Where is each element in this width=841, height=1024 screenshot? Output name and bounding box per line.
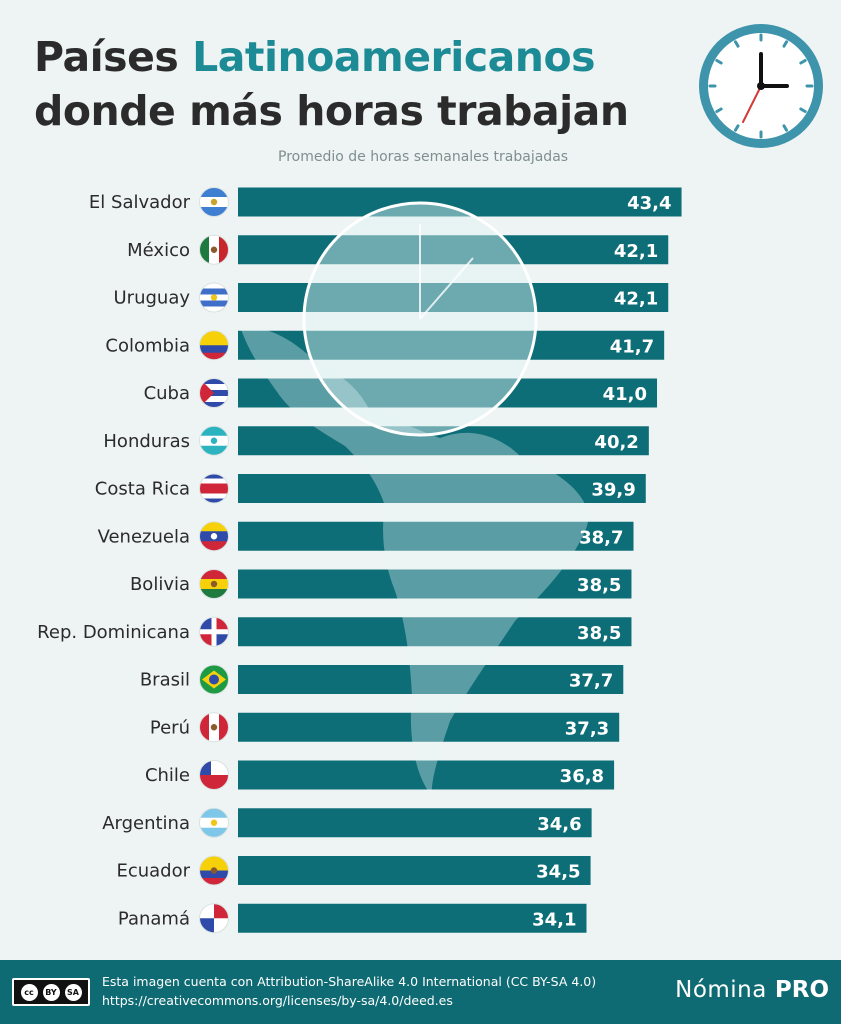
chart-subtitle: Promedio de horas semanales trabajadas	[278, 149, 569, 165]
value-label: 37,7	[569, 671, 613, 692]
value-label: 34,5	[536, 862, 580, 883]
flag-cuba-icon	[199, 378, 229, 408]
map-silhouette-decoration	[240, 326, 589, 796]
category-label: Bolivia	[130, 574, 190, 595]
value-label: 42,1	[614, 241, 658, 262]
category-label: Rep. Dominicana	[37, 622, 190, 643]
brand-part1: Nómina	[675, 977, 767, 1003]
brand-part2: PRO	[774, 977, 829, 1003]
flag-mexico-icon	[199, 234, 229, 265]
flag-ecuador-icon	[199, 855, 229, 886]
category-label: Cuba	[144, 383, 190, 404]
value-label: 40,2	[594, 432, 638, 453]
value-label: 38,5	[577, 575, 621, 596]
bar	[238, 712, 620, 742]
bar	[238, 569, 632, 599]
category-label: Perú	[150, 717, 190, 738]
flag-honduras-icon	[199, 425, 229, 456]
flag-panama-icon	[199, 903, 229, 934]
brand-logo: Nómina PRO	[675, 977, 829, 1003]
category-label: Chile	[145, 765, 190, 786]
value-label: 37,3	[565, 718, 609, 739]
cc-sa-icon: SA	[64, 983, 82, 1001]
bar	[238, 378, 658, 408]
bar	[238, 521, 634, 551]
license-link[interactable]: https://creativecommons.org/licenses/by-…	[102, 993, 453, 1008]
background-decoration	[240, 201, 589, 796]
cc-by-icon: BY	[42, 983, 60, 1001]
bar	[238, 235, 669, 265]
bar	[238, 474, 646, 503]
category-label: Colombia	[105, 335, 190, 356]
value-label: 41,0	[603, 384, 647, 405]
bar-chart: El Salvador 43,4 México 42,1 Uruguay 42,1 Colo…	[37, 187, 682, 934]
category-label: Venezuela	[98, 526, 190, 547]
page-title: Países Latinoamericanos donde más horas t…	[34, 30, 629, 138]
value-label: 34,6	[537, 814, 581, 835]
footer: cc BY SA Esta imagen cuenta con Attribut…	[0, 960, 841, 1024]
title-line2: donde más horas trabajan	[34, 87, 629, 135]
clock-icon	[699, 24, 823, 148]
title-line1-plain: Países	[34, 33, 193, 81]
value-label: 36,8	[560, 766, 604, 787]
category-label: Brasil	[140, 670, 190, 691]
category-label: Ecuador	[116, 861, 190, 882]
bar	[238, 426, 649, 456]
flag-brazil-icon	[199, 664, 229, 695]
value-label: 42,1	[614, 289, 658, 310]
bar	[238, 187, 682, 217]
bar	[238, 760, 615, 790]
license-text: Esta imagen cuenta con Attribution-Share…	[102, 974, 597, 989]
value-label: 41,7	[610, 336, 654, 357]
value-label: 38,5	[577, 623, 621, 644]
bar	[238, 808, 592, 838]
flag-dominican-republic-icon	[199, 616, 229, 647]
category-label: Argentina	[102, 813, 190, 834]
flag-argentina-icon	[199, 807, 229, 838]
value-label: 43,4	[627, 193, 671, 214]
flag-el-salvador-icon	[199, 187, 229, 217]
bar	[238, 903, 587, 933]
category-label: Uruguay	[114, 288, 191, 309]
flag-costa-rica-icon	[199, 473, 229, 504]
cc-license-badge[interactable]: cc BY SA	[12, 978, 90, 1006]
cc-icon: cc	[20, 983, 38, 1001]
category-label: El Salvador	[89, 192, 191, 213]
flag-uruguay-icon	[199, 282, 229, 313]
flag-colombia-icon	[199, 330, 229, 361]
value-label: 38,7	[579, 527, 623, 548]
category-label: Panamá	[118, 908, 190, 929]
category-label: México	[127, 240, 190, 261]
category-label: Costa Rica	[95, 479, 190, 500]
value-label: 39,9	[591, 480, 635, 501]
bar	[238, 665, 624, 694]
flag-peru-icon	[199, 712, 229, 743]
flag-chile-icon	[199, 760, 229, 790]
flag-venezuela-icon	[199, 521, 229, 552]
category-label: Honduras	[103, 431, 190, 452]
bar	[238, 617, 632, 647]
title-line1-accent: Latinoamericanos	[192, 33, 596, 81]
bar	[238, 856, 591, 885]
value-label: 34,1	[532, 909, 576, 930]
flag-bolivia-icon	[199, 569, 229, 599]
